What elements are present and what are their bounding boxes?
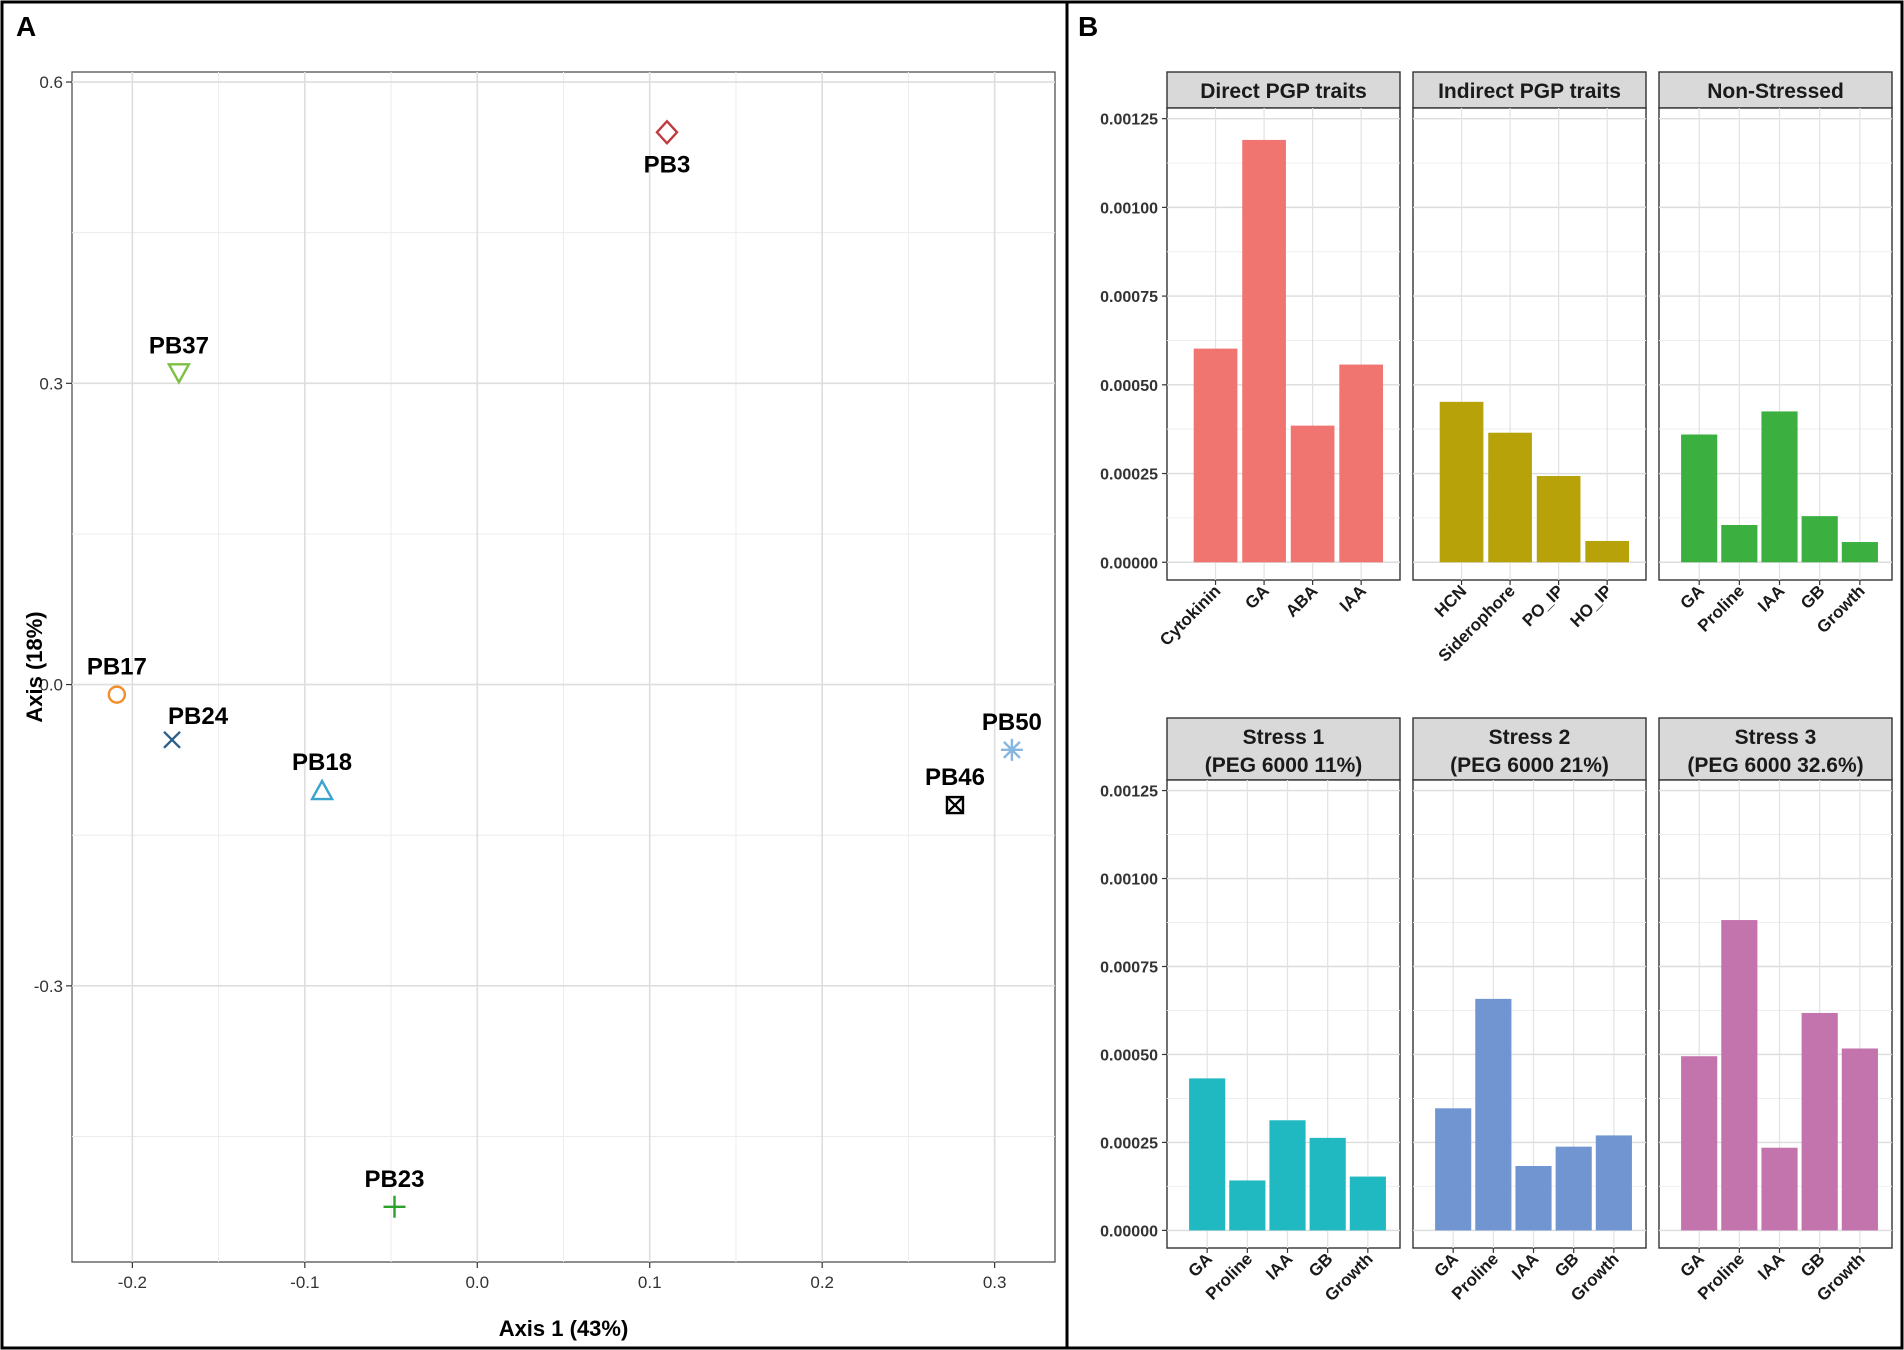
panel-a-letter: A	[16, 11, 36, 42]
point-marker-circle	[107, 685, 127, 704]
bar-iaa	[1761, 411, 1798, 563]
scatter-panel: -0.2 -0.1 0.0 0.1 0.2 0.3 -0.3 0.0 0.3 0.6 Axis 1 …	[22, 71, 1056, 1341]
y-tick-label: 0.00100	[1100, 872, 1158, 889]
facet-title: Stress 2	[1489, 726, 1571, 749]
x-tick-label: -0.2	[118, 1273, 147, 1292]
panel-b-letter: B	[1078, 11, 1098, 42]
facet-title: Stress 1	[1243, 726, 1325, 749]
y-tick-label: 0.00000	[1100, 555, 1158, 572]
facet-strip	[1166, 717, 1401, 781]
point-pb18: PB18	[292, 749, 352, 801]
x-tick-label: 0.0	[465, 1273, 489, 1292]
bar-ho-ip	[1585, 540, 1630, 563]
facet-subtitle: (PEG 6000 32.6%)	[1687, 754, 1863, 777]
bar-growth	[1595, 1135, 1632, 1231]
point-marker-triangle-down	[166, 363, 191, 385]
x-tick-label: 0.2	[810, 1273, 834, 1292]
point-pb37: PB37	[149, 332, 209, 385]
bar-ga	[1435, 1108, 1472, 1231]
facet-title: Direct PGP traits	[1200, 80, 1367, 103]
point-label: PB46	[925, 764, 985, 791]
y-tick-label: 0.00000	[1100, 1223, 1158, 1240]
y-tick-label: 0.00050	[1100, 378, 1158, 395]
y-axis-title: Axis (18%)	[22, 611, 47, 722]
facet-title: Stress 3	[1735, 726, 1817, 749]
bar-growth	[1841, 1048, 1878, 1231]
y-tick-label: 0.00125	[1100, 784, 1158, 801]
y-tick-label: 0.00100	[1100, 200, 1158, 217]
bar-proline	[1229, 1180, 1266, 1231]
bar-proline	[1721, 524, 1758, 563]
facet-strip	[1166, 71, 1401, 109]
bar-ga	[1242, 139, 1286, 563]
point-label: PB3	[644, 151, 691, 178]
y-tick-label: 0.3	[39, 374, 63, 393]
bar-ga	[1681, 434, 1718, 563]
bar-iaa	[1515, 1166, 1552, 1231]
y-tick-label: -0.3	[34, 977, 63, 996]
point-marker-boxx	[945, 795, 965, 815]
point-pb23: PB23	[364, 1166, 425, 1218]
bar-hcn	[1439, 401, 1484, 563]
point-label: PB23	[364, 1166, 424, 1193]
point-pb50: PB50	[982, 709, 1042, 761]
point-label: PB18	[292, 749, 352, 776]
facet-subtitle: (PEG 6000 21%)	[1450, 754, 1609, 777]
bar-siderophore	[1488, 432, 1532, 563]
y-tick-label: 0.00075	[1100, 959, 1158, 976]
facet-strip	[1412, 71, 1647, 109]
y-tick-label: 0.00025	[1100, 467, 1158, 484]
x-tick-label: 0.1	[638, 1273, 662, 1292]
point-marker-star	[1000, 738, 1023, 761]
bar-proline	[1721, 920, 1758, 1231]
bar-po-ip	[1536, 476, 1581, 563]
point-label: PB37	[149, 332, 209, 359]
bar-iaa	[1339, 364, 1384, 563]
x-tick-label: -0.1	[290, 1273, 319, 1292]
bar-proline	[1475, 998, 1512, 1231]
y-tick-label: 0.00125	[1100, 112, 1158, 129]
facet-strip	[1412, 717, 1647, 781]
y-tick-label: 0.0	[39, 676, 63, 695]
bar-iaa	[1761, 1147, 1798, 1231]
bar-growth	[1349, 1176, 1386, 1231]
facet-title: Indirect PGP traits	[1438, 80, 1621, 103]
facet-direct-pgp-traits: Direct PGP traits 0.00000 0.00025 0.00050 0.…	[1100, 71, 1401, 650]
bar-ga	[1189, 1078, 1226, 1231]
bar-gb	[1801, 1012, 1838, 1231]
point-pb24: PB24	[163, 703, 229, 749]
point-pb46: PB46	[925, 764, 985, 815]
point-label: PB50	[982, 709, 1042, 736]
bar-growth	[1841, 542, 1878, 563]
bar-gb	[1555, 1146, 1592, 1231]
facet-title: Non-Stressed	[1707, 80, 1844, 103]
point-pb17: PB17	[87, 654, 147, 704]
point-marker-diamond	[655, 119, 679, 146]
x-tick-label: 0.3	[983, 1273, 1007, 1292]
bar-cytokinin	[1193, 348, 1238, 563]
y-tick-label: 0.00050	[1100, 1047, 1158, 1064]
point-label: PB24	[168, 703, 229, 730]
point-marker-triangle-up	[310, 778, 335, 801]
y-tick-label: 0.00075	[1100, 289, 1158, 306]
point-marker-plus	[383, 1195, 406, 1218]
y-tick-label: 0.00025	[1100, 1135, 1158, 1152]
point-label: PB17	[87, 654, 147, 681]
bar-aba	[1290, 425, 1335, 563]
bar-ga	[1681, 1056, 1718, 1231]
bar-iaa	[1269, 1120, 1306, 1231]
facet-subtitle: (PEG 6000 11%)	[1205, 754, 1363, 777]
bar-gb	[1801, 516, 1838, 563]
x-axis-title: Axis 1 (43%)	[499, 1316, 629, 1341]
y-tick-label: 0.6	[39, 73, 63, 92]
bar-gb	[1309, 1137, 1346, 1231]
point-marker-x	[163, 730, 181, 749]
point-pb3: PB3	[644, 119, 691, 178]
